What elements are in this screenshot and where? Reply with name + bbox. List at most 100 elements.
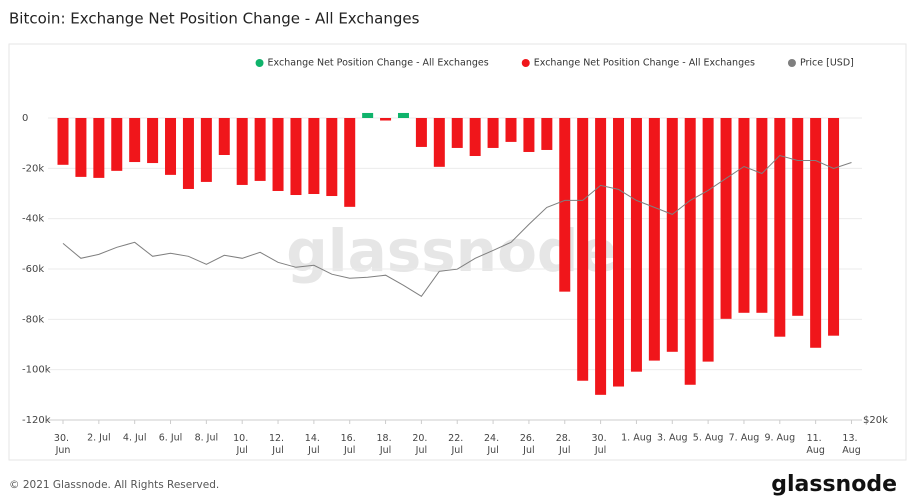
bar xyxy=(75,118,87,177)
x-tick-label: 8. Jul xyxy=(195,433,219,444)
bar xyxy=(147,118,159,164)
x-tick-line: Jul xyxy=(558,445,570,456)
bar xyxy=(702,118,714,362)
x-tick-line: Jul xyxy=(235,445,247,456)
bar xyxy=(630,118,642,372)
x-tick-line: 20. xyxy=(412,433,430,444)
legend-swatch xyxy=(521,59,530,67)
bar xyxy=(541,118,553,150)
bar xyxy=(792,118,804,316)
x-tick-line: 12. xyxy=(269,433,287,444)
bar xyxy=(236,118,248,185)
x-tick-line: 24. xyxy=(484,433,502,444)
x-tick-label: 22. Jul xyxy=(448,433,466,456)
bar xyxy=(182,118,194,189)
x-tick-line: 10. xyxy=(233,433,251,444)
bar xyxy=(613,118,625,387)
y-tick-label: -40k xyxy=(22,214,44,225)
bar xyxy=(111,118,123,171)
x-tick-line: Jul xyxy=(271,445,283,456)
bar xyxy=(397,112,409,118)
x-tick-label: 5. Aug xyxy=(693,433,724,444)
x-tick-label: 30. Jun xyxy=(54,433,72,456)
x-tick-label: 6. Jul xyxy=(159,433,183,444)
x-tick-line: 28. xyxy=(556,433,574,444)
bar xyxy=(684,118,696,385)
y-tick-label: -20k xyxy=(22,163,44,174)
bar xyxy=(774,118,786,337)
legend-label: Exchange Net Position Change - All Excha… xyxy=(534,58,755,69)
x-tick-label: 16. Jul xyxy=(341,433,359,456)
x-tick-line: 22. xyxy=(448,433,466,444)
legend-swatch xyxy=(255,59,264,67)
x-tick-line: 18. xyxy=(376,433,394,444)
x-tick-line: 30. xyxy=(54,433,72,444)
bar xyxy=(666,118,678,352)
price-line xyxy=(62,154,852,297)
bar xyxy=(93,118,105,178)
legend-label: Price [USD] xyxy=(800,58,854,69)
bar xyxy=(272,118,284,191)
bar xyxy=(344,118,356,207)
x-tick-line: Jul xyxy=(451,445,463,456)
bar xyxy=(469,118,481,157)
y-tick-label: -80k xyxy=(22,314,44,325)
plot-frame xyxy=(8,43,907,461)
bar xyxy=(57,118,69,165)
x-tick-label: 2. Jul xyxy=(87,433,111,444)
x-tick-label: 4. Jul xyxy=(123,433,147,444)
y2-tick-label: $20k xyxy=(863,415,888,426)
x-tick-label: 10. Jul xyxy=(233,433,251,456)
x-tick-line: 11. xyxy=(807,433,825,444)
bar xyxy=(720,118,732,319)
x-tick-label: 9. Aug xyxy=(764,433,795,444)
bar xyxy=(828,118,840,336)
x-tick-line: Aug xyxy=(842,445,861,456)
bar xyxy=(756,118,768,313)
legend-label: Exchange Net Position Change - All Excha… xyxy=(268,58,489,69)
x-tick-line: Aug xyxy=(806,445,825,456)
bar xyxy=(362,112,374,118)
x-tick-label: 24. Jul xyxy=(484,433,502,456)
bar xyxy=(487,118,499,148)
legend-swatch xyxy=(787,59,796,67)
x-tick-label: 26. Jul xyxy=(520,433,538,456)
x-tick-label: 20. Jul xyxy=(412,433,430,456)
x-tick-line: Jul xyxy=(486,445,498,456)
y-tick-label: -100k xyxy=(22,365,51,376)
y-tick-label: -120k xyxy=(22,415,51,426)
x-tick-label: 30. Jul xyxy=(592,433,610,456)
x-tick-line: 26. xyxy=(520,433,538,444)
price-line xyxy=(62,154,852,297)
bar xyxy=(415,118,427,147)
bar xyxy=(380,118,392,121)
x-tick-line: Jul xyxy=(522,445,534,456)
x-tick-label: 12. Jul xyxy=(269,433,287,456)
bar xyxy=(810,118,822,348)
bar xyxy=(505,118,517,142)
x-tick-label: 18. Jul xyxy=(376,433,394,456)
bar xyxy=(129,118,141,163)
x-tick-label: 1. Aug xyxy=(621,433,652,444)
bar xyxy=(648,118,660,361)
x-tick-line: Jul xyxy=(379,445,391,456)
x-tick-label: 7. Aug xyxy=(729,433,760,444)
x-tick-line: Jul xyxy=(415,445,427,456)
bar xyxy=(290,118,302,196)
x-tick-line: 30. xyxy=(592,433,610,444)
bar xyxy=(218,118,230,155)
x-tick-label: 28. Jul xyxy=(556,433,574,456)
bar xyxy=(326,118,338,197)
bars xyxy=(57,112,840,395)
x-tick-line: Jul xyxy=(343,445,355,456)
bar xyxy=(523,118,535,152)
x-tick-line: 14. xyxy=(305,433,323,444)
x-tick-line: Jul xyxy=(594,445,606,456)
x-tick-line: 13. xyxy=(842,433,860,444)
x-tick-label: 3. Aug xyxy=(657,433,688,444)
bar xyxy=(254,118,266,181)
bar xyxy=(308,118,320,195)
bar xyxy=(451,118,463,148)
logo: glassnode xyxy=(771,472,897,497)
